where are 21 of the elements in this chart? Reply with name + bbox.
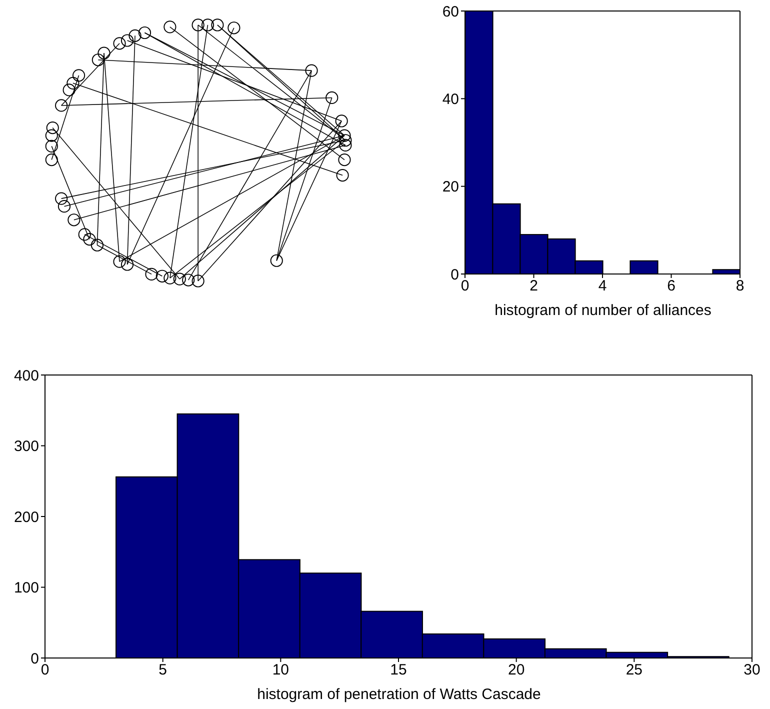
y-tick-label: 20	[442, 178, 459, 196]
x-axis-title: histogram of penetration of Watts Cascade	[256, 686, 542, 703]
y-tick-label: 60	[442, 3, 459, 20]
y-tick-label: 300	[14, 438, 39, 456]
x-axis-title: histogram of number of alliances	[494, 302, 712, 319]
x-tick-label: 30	[744, 662, 760, 679]
x-tick-label: 10	[272, 662, 290, 679]
x-tick-label: 2	[530, 278, 538, 295]
y-tick-label: 40	[442, 90, 459, 108]
y-tick-label: 200	[14, 508, 39, 526]
x-tick-label: 5	[158, 662, 168, 679]
y-tick-label: 400	[14, 367, 39, 384]
x-tick-label: 25	[626, 662, 643, 679]
x-tick-label: 6	[667, 278, 676, 295]
x-tick-label: 4	[598, 278, 607, 295]
y-tick-label: 0	[450, 266, 459, 284]
x-tick-label: 8	[736, 278, 744, 295]
x-tick-label: 20	[508, 662, 525, 679]
y-tick-label: 100	[14, 580, 39, 597]
x-tick-label: 15	[390, 662, 407, 679]
y-tick-label: 0	[30, 650, 39, 668]
